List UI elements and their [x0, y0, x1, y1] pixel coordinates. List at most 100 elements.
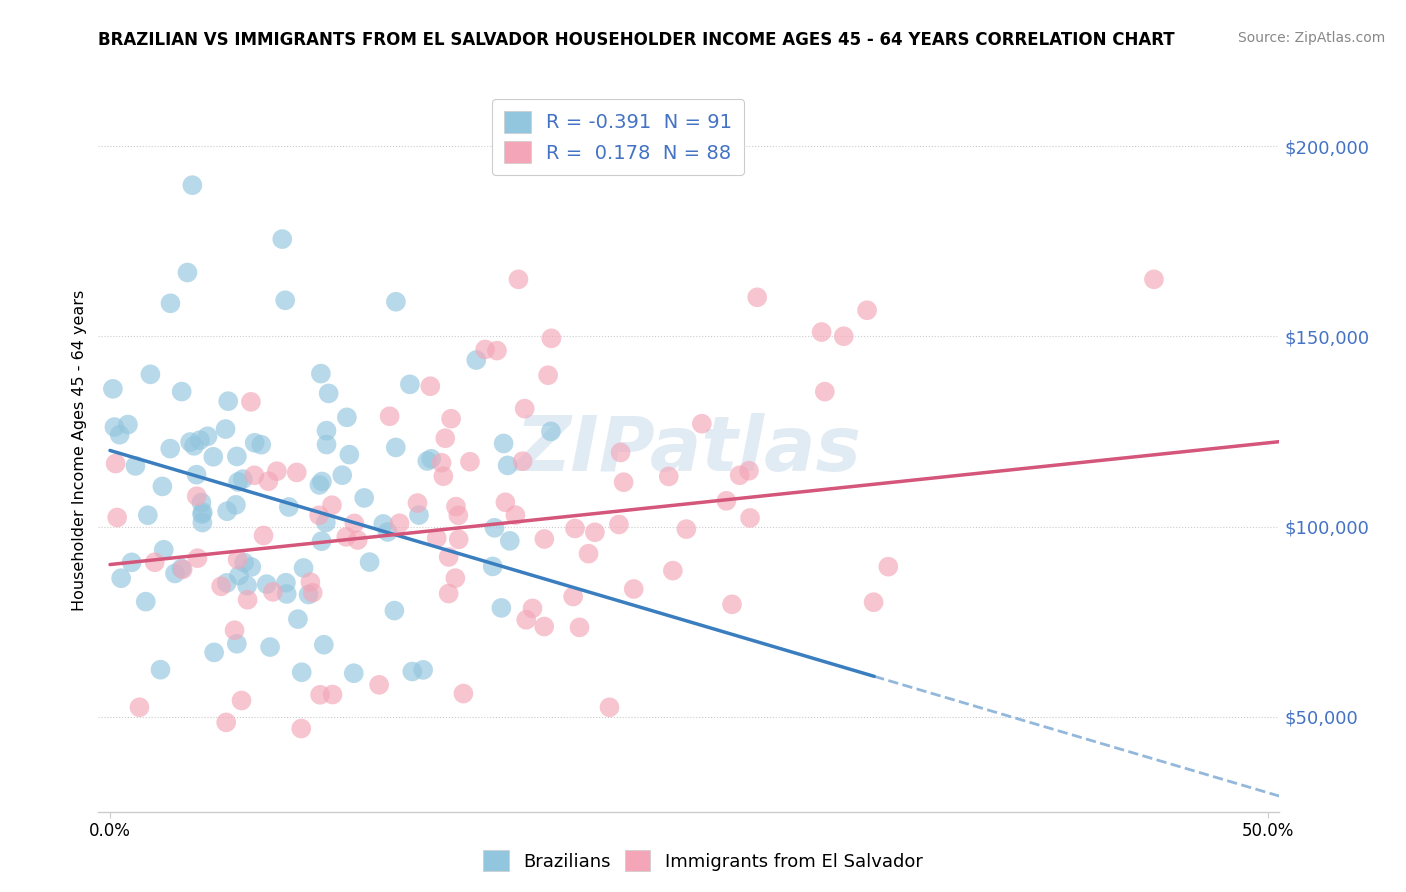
Point — [311, 534, 333, 549]
Point — [170, 561, 193, 575]
Point — [299, 575, 322, 590]
Legend: R = -0.391  N = 91, R =  0.178  N = 88: R = -0.391 N = 91, R = 0.178 N = 88 — [492, 99, 744, 175]
Point — [105, 510, 128, 524]
Legend: Brazilians, Immigrants from El Salvador: Brazilians, Immigrants from El Salvador — [477, 843, 929, 879]
Point — [583, 525, 606, 540]
Text: ZIPatlas: ZIPatlas — [516, 414, 862, 487]
Point — [494, 495, 516, 509]
Point — [297, 588, 319, 602]
Point — [226, 552, 249, 566]
Point — [108, 427, 131, 442]
Point — [104, 457, 127, 471]
Point — [152, 542, 174, 557]
Point — [721, 597, 744, 611]
Point — [143, 555, 166, 569]
Point — [101, 382, 124, 396]
Point — [578, 547, 600, 561]
Point — [292, 561, 315, 575]
Point — [217, 394, 239, 409]
Point — [406, 496, 429, 510]
Point — [359, 555, 381, 569]
Point — [250, 438, 273, 452]
Point — [496, 458, 519, 473]
Point — [308, 478, 330, 492]
Point — [183, 439, 205, 453]
Point — [121, 555, 143, 569]
Point — [163, 566, 186, 581]
Point — [568, 620, 591, 634]
Point — [856, 303, 879, 318]
Point — [533, 532, 555, 546]
Point — [202, 645, 225, 659]
Point — [311, 475, 333, 489]
Point — [385, 294, 408, 309]
Point — [562, 590, 585, 604]
Point — [623, 582, 645, 596]
Point — [453, 687, 475, 701]
Point — [181, 178, 204, 193]
Point — [176, 266, 198, 280]
Point — [492, 436, 515, 450]
Point — [512, 454, 534, 468]
Point — [377, 524, 399, 539]
Point — [385, 441, 408, 455]
Point — [877, 559, 900, 574]
Point — [564, 521, 586, 535]
Point — [236, 579, 259, 593]
Point — [432, 469, 454, 483]
Point — [110, 571, 132, 585]
Point — [315, 437, 337, 451]
Point — [444, 500, 467, 514]
Point — [186, 467, 208, 482]
Point — [214, 422, 236, 436]
Point — [139, 368, 162, 382]
Point — [233, 556, 256, 570]
Point — [315, 516, 337, 530]
Point — [226, 475, 249, 489]
Point — [285, 466, 308, 480]
Point — [274, 293, 297, 308]
Point — [353, 491, 375, 505]
Point — [215, 575, 238, 590]
Point — [373, 516, 395, 531]
Point — [277, 500, 299, 514]
Point — [399, 377, 422, 392]
Point — [240, 560, 263, 574]
Point — [228, 568, 250, 582]
Point — [159, 442, 181, 456]
Point — [607, 517, 630, 532]
Point — [458, 455, 481, 469]
Point — [738, 464, 761, 478]
Point — [290, 722, 312, 736]
Point — [434, 431, 457, 445]
Point — [215, 715, 238, 730]
Point — [318, 386, 340, 401]
Point — [540, 425, 562, 439]
Point — [662, 564, 685, 578]
Point — [343, 516, 366, 531]
Point — [810, 325, 832, 339]
Point — [330, 468, 353, 483]
Point — [239, 395, 262, 409]
Point — [225, 637, 247, 651]
Point — [188, 433, 211, 447]
Point — [179, 435, 201, 450]
Point — [259, 640, 281, 654]
Point — [491, 600, 513, 615]
Point — [191, 516, 214, 530]
Point — [225, 450, 247, 464]
Point — [150, 479, 173, 493]
Point — [505, 508, 527, 522]
Y-axis label: Householder Income Ages 45 - 64 years: Householder Income Ages 45 - 64 years — [72, 290, 87, 611]
Point — [315, 424, 337, 438]
Point — [136, 508, 159, 523]
Point — [481, 559, 503, 574]
Point — [728, 468, 751, 483]
Point — [537, 368, 560, 383]
Point — [274, 575, 297, 590]
Point — [426, 531, 449, 545]
Point — [444, 571, 467, 585]
Point — [447, 533, 470, 547]
Point — [437, 549, 460, 564]
Point — [419, 379, 441, 393]
